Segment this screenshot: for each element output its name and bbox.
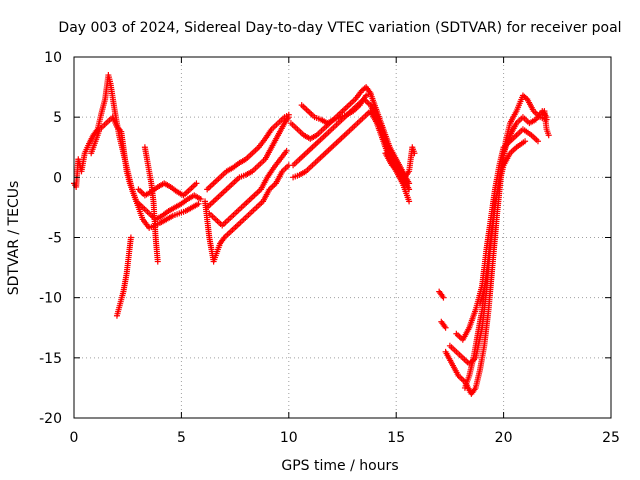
data-point [127, 234, 134, 241]
chart-title: Day 003 of 2024, Sidereal Day-to-day VTE… [58, 20, 621, 36]
data-point [406, 198, 413, 205]
x-tick-label: 10 [280, 430, 298, 446]
data-point [440, 294, 447, 301]
y-ticks: -20 -15 -10 -5 0 5 10 [39, 50, 611, 427]
x-tick-label: 0 [70, 430, 79, 446]
y-tick-label: -20 [39, 411, 62, 427]
y-tick-label: 0 [53, 170, 62, 186]
x-tick-label: 5 [177, 430, 186, 446]
x-ticks: 0 5 10 15 20 25 [70, 57, 620, 446]
data-points [71, 72, 552, 397]
y-tick-label: 5 [53, 110, 62, 126]
x-tick-label: 15 [387, 430, 405, 446]
y-tick-label: 10 [44, 50, 62, 66]
data-point [406, 180, 413, 187]
data-point [195, 200, 202, 207]
data-point [411, 150, 418, 157]
x-tick-label: 20 [495, 430, 513, 446]
x-axis-label: GPS time / hours [281, 458, 398, 474]
data-point [154, 258, 161, 265]
data-point [522, 138, 529, 145]
data-point [285, 111, 292, 118]
data-point [545, 132, 552, 139]
data-point [442, 324, 449, 331]
data-point [406, 186, 413, 193]
data-point [193, 180, 200, 187]
data-point [367, 90, 374, 97]
data-point [534, 138, 541, 145]
y-axis-label: SDTVAR / TECUs [6, 181, 22, 296]
x-tick-label: 25 [602, 430, 620, 446]
data-point [485, 264, 492, 271]
data-point [197, 195, 204, 202]
y-tick-label: -15 [39, 351, 62, 367]
y-tick-label: -5 [48, 231, 62, 247]
y-tick-label: -10 [39, 291, 62, 307]
data-point [283, 147, 290, 154]
